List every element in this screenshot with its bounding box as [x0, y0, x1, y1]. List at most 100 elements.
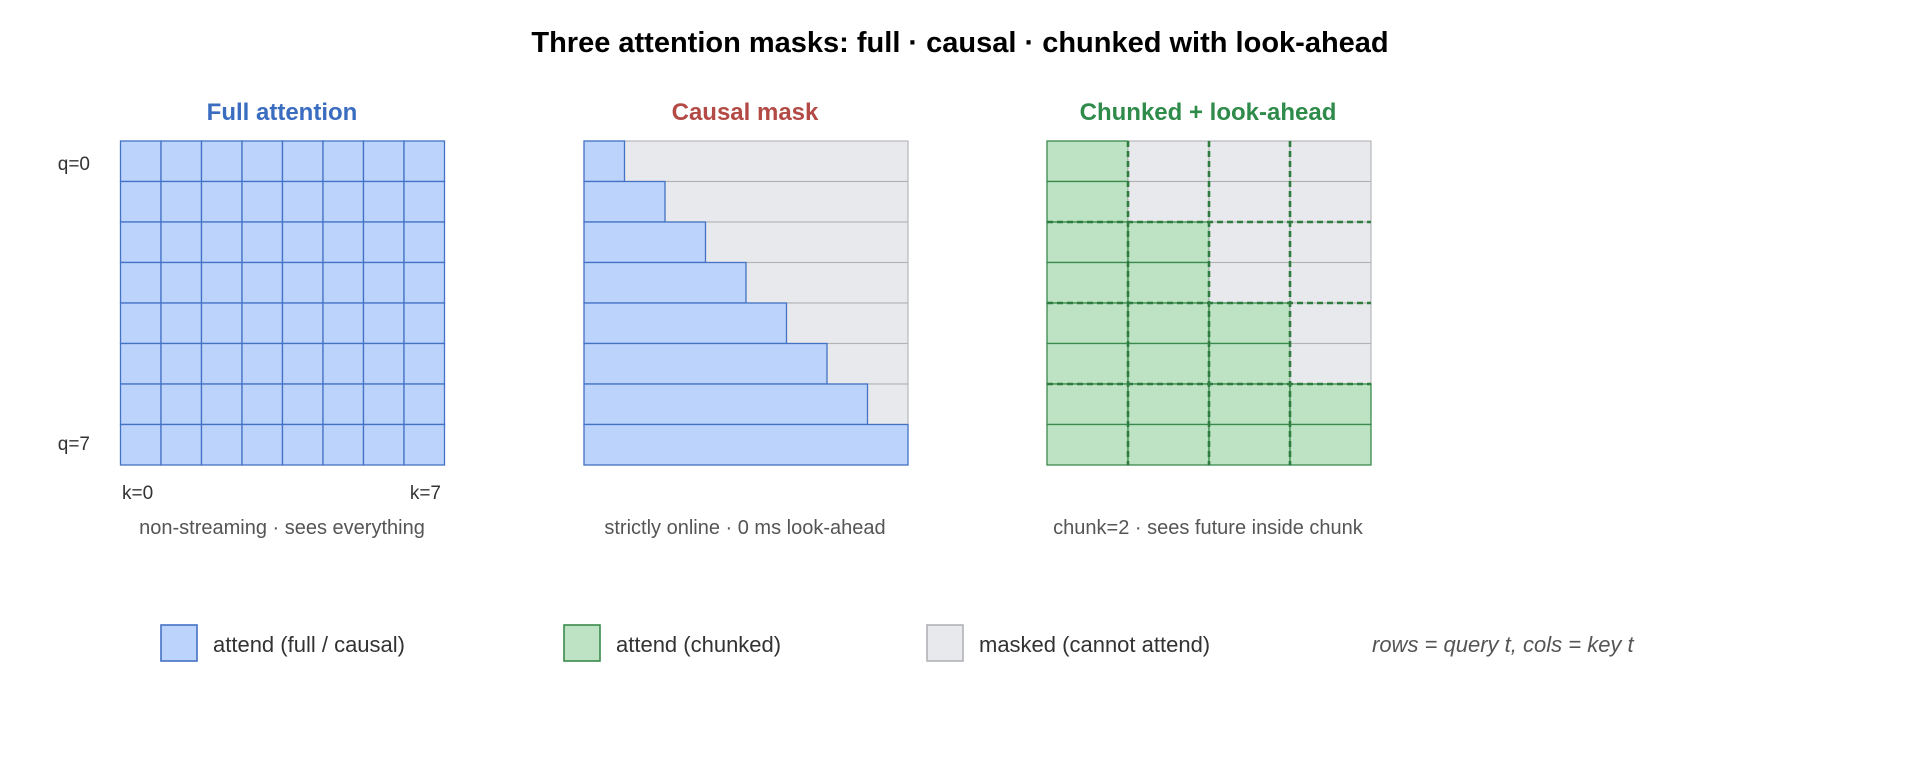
chunked-title: Chunked + look-ahead	[1080, 99, 1337, 126]
chunked-grid	[1046, 140, 1372, 466]
attend-cell	[160, 261, 203, 304]
attend-cell	[119, 342, 162, 385]
chunk-attend-cell	[1127, 261, 1210, 304]
attend-cell	[322, 342, 365, 385]
attend-cell	[200, 423, 243, 466]
attend-cell	[200, 261, 243, 304]
attend-cell	[200, 180, 243, 223]
attend-cell	[403, 383, 446, 426]
attend-cell	[119, 180, 162, 223]
col-label-first: k=0	[122, 483, 153, 504]
attend-cell	[281, 261, 324, 304]
attend-cell	[200, 383, 243, 426]
legend-label-full-causal: attend (full / causal)	[213, 632, 405, 657]
attend-cell	[200, 342, 243, 385]
attend-cell	[241, 140, 284, 183]
attend-cell	[281, 342, 324, 385]
attend-cell	[241, 261, 284, 304]
chunk-masked-cell	[1289, 221, 1372, 264]
chunk-attend-cell	[1127, 423, 1210, 466]
attend-cell	[281, 423, 324, 466]
attend-cell	[403, 221, 446, 264]
attend-cell	[241, 383, 284, 426]
causal-mask-grid	[583, 140, 909, 466]
attend-cell	[281, 383, 324, 426]
attend-cell	[119, 221, 162, 264]
attend-cell	[281, 221, 324, 264]
legend-swatch-green	[563, 624, 601, 662]
attend-cell	[362, 342, 405, 385]
legend-label-chunked: attend (chunked)	[616, 632, 781, 657]
attend-cell	[119, 261, 162, 304]
attend-cell	[322, 423, 365, 466]
chunk-attend-cell	[1208, 423, 1291, 466]
attend-cell	[241, 221, 284, 264]
causal-attend-bar	[583, 383, 869, 426]
legend: attend (full / causal) attend (chunked) …	[160, 624, 1635, 662]
chunk-masked-cell	[1127, 140, 1210, 183]
chunk-masked-cell	[1208, 180, 1291, 223]
chunk-attend-cell	[1127, 342, 1210, 385]
attend-cell	[322, 302, 365, 345]
attend-cell	[160, 342, 203, 385]
causal-attend-bar	[583, 221, 707, 264]
chunk-attend-cell	[1127, 383, 1210, 426]
causal-attend-bar	[583, 342, 828, 385]
attend-cell	[119, 383, 162, 426]
chunk-attend-cell	[1046, 342, 1129, 385]
causal-attend-bar	[583, 302, 788, 345]
attend-cell	[281, 302, 324, 345]
chunk-attend-cell	[1046, 180, 1129, 223]
full-attention-caption: non-streaming · sees everything	[139, 517, 425, 539]
chunk-attend-cell	[1046, 423, 1129, 466]
chunk-masked-cell	[1208, 140, 1291, 183]
chunk-attend-cell	[1046, 302, 1129, 345]
attend-cell	[200, 140, 243, 183]
attend-cell	[322, 261, 365, 304]
chunk-attend-cell	[1208, 383, 1291, 426]
chunk-masked-cell	[1208, 261, 1291, 304]
legend-note: rows = query t, cols = key t	[1372, 632, 1635, 657]
attend-cell	[241, 423, 284, 466]
attend-cell	[241, 180, 284, 223]
attend-cell	[362, 221, 405, 264]
attend-cell	[403, 423, 446, 466]
attend-cell	[119, 423, 162, 466]
attend-cell	[160, 140, 203, 183]
causal-mask-caption: strictly online · 0 ms look-ahead	[604, 517, 885, 539]
chunk-masked-cell	[1208, 221, 1291, 264]
chunked-caption: chunk=2 · sees future inside chunk	[1053, 517, 1364, 539]
attend-cell	[403, 302, 446, 345]
attend-cell	[362, 383, 405, 426]
diagram-title: Three attention masks: full · causal · c…	[531, 27, 1388, 59]
chunk-masked-cell	[1127, 180, 1210, 223]
attend-cell	[200, 302, 243, 345]
attend-cell	[200, 221, 243, 264]
attend-cell	[160, 221, 203, 264]
attend-cell	[160, 423, 203, 466]
chunk-masked-cell	[1289, 261, 1372, 304]
attend-cell	[322, 180, 365, 223]
attend-cell	[362, 423, 405, 466]
attend-cell	[322, 383, 365, 426]
attend-cell	[322, 221, 365, 264]
attend-cell	[362, 140, 405, 183]
chunk-attend-cell	[1208, 302, 1291, 345]
chunk-masked-cell	[1289, 302, 1372, 345]
attend-cell	[160, 383, 203, 426]
col-label-last: k=7	[410, 483, 441, 504]
full-attention-title: Full attention	[207, 99, 358, 126]
chunk-masked-cell	[1289, 342, 1372, 385]
chunk-attend-cell	[1127, 221, 1210, 264]
chunk-attend-cell	[1046, 383, 1129, 426]
attend-cell	[160, 302, 203, 345]
attend-cell	[322, 140, 365, 183]
attend-cell	[403, 342, 446, 385]
attend-cell	[160, 180, 203, 223]
chunk-attend-cell	[1046, 221, 1129, 264]
chunk-attend-cell	[1289, 383, 1372, 426]
chunk-attend-cell	[1046, 261, 1129, 304]
attend-cell	[362, 180, 405, 223]
chunk-masked-cell	[1289, 180, 1372, 223]
